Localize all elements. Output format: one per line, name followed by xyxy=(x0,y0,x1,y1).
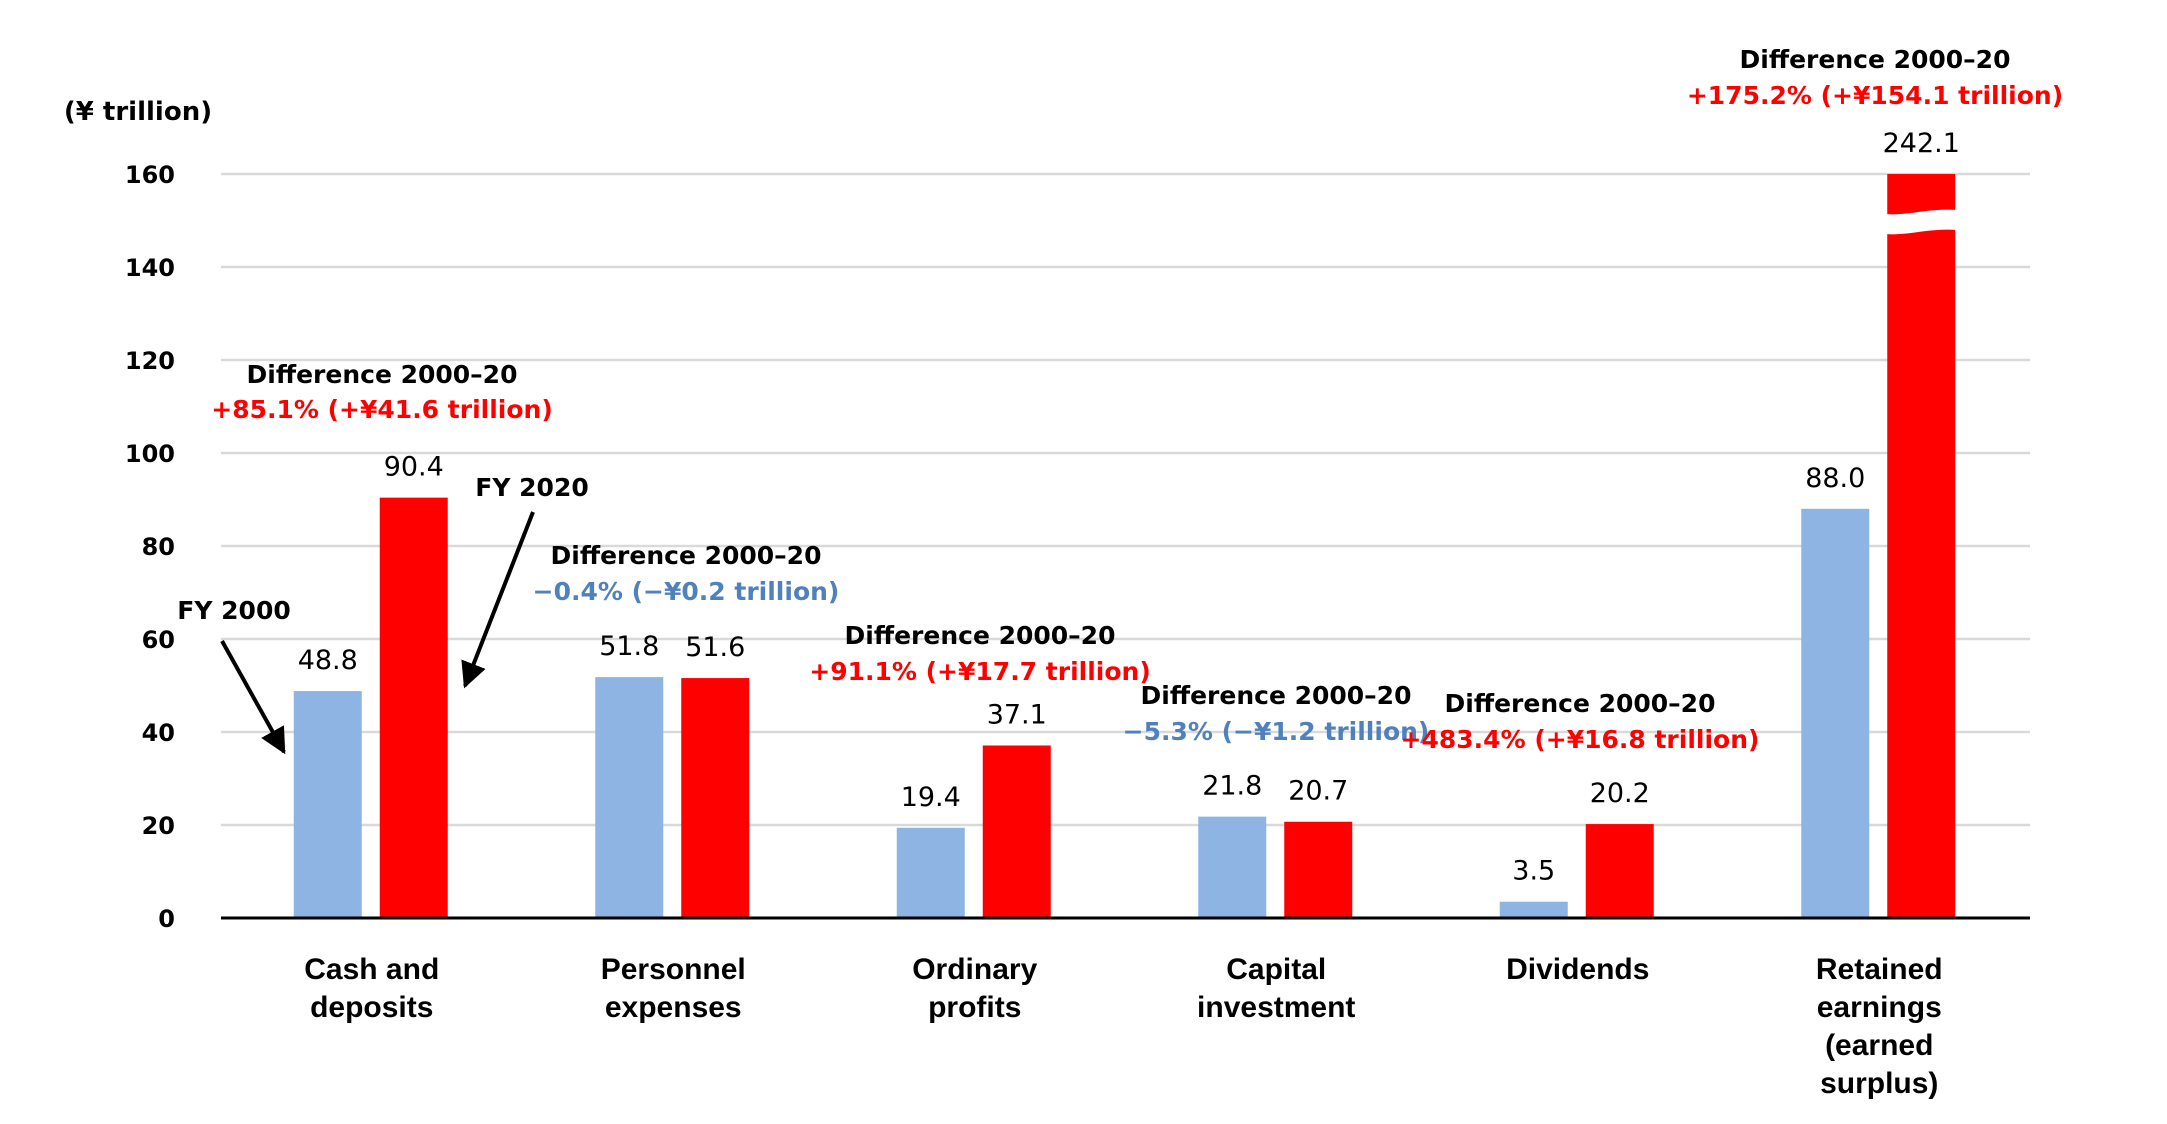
annotation-heading: Difference 2000–20 xyxy=(247,360,518,389)
annotation-difference: −5.3% (−¥1.2 trillion) xyxy=(1123,717,1430,746)
bar-fy2020 xyxy=(379,497,448,918)
annotation-difference: +91.1% (+¥17.7 trillion) xyxy=(809,657,1151,686)
value-label: 242.1 xyxy=(1883,128,1960,159)
value-label: 20.2 xyxy=(1590,778,1650,809)
value-label: 90.4 xyxy=(384,452,444,483)
category-label: Cash and deposits xyxy=(304,953,439,1024)
category-label: Retained earnings (earned surplus) xyxy=(1816,953,1943,1100)
category-label-line: Dividends xyxy=(1506,953,1649,986)
y-tick-label: 160 xyxy=(125,161,175,189)
category-label-line: Retained xyxy=(1816,953,1943,986)
value-label: 20.7 xyxy=(1288,776,1348,807)
bar-fy2000 xyxy=(595,677,664,918)
difference-annotation: Difference 2000–20 +85.1% (+¥41.6 trillio… xyxy=(211,360,553,424)
bars xyxy=(293,174,1956,918)
bar-fy2020 xyxy=(1887,174,1956,918)
y-tick-label: 60 xyxy=(142,626,175,654)
difference-annotation: Difference 2000–20 +483.4% (+¥16.8 trilli… xyxy=(1401,689,1760,754)
category-label-line: earnings xyxy=(1817,991,1942,1024)
annotation-heading: Difference 2000–20 xyxy=(1445,689,1716,718)
value-label: 48.8 xyxy=(298,645,358,676)
y-tick-label: 120 xyxy=(125,347,175,375)
category-label-line: Capital xyxy=(1226,953,1326,986)
y-tick-label: 20 xyxy=(142,812,175,840)
bar-fy2020 xyxy=(1284,821,1353,918)
bar-fy2020 xyxy=(681,678,750,918)
value-label: 51.6 xyxy=(685,632,745,663)
bar-fy2000 xyxy=(896,827,965,918)
category-label-line: investment xyxy=(1197,991,1355,1024)
annotation-difference: +85.1% (+¥41.6 trillion) xyxy=(211,395,553,424)
annotation-heading: Difference 2000–20 xyxy=(845,621,1116,650)
category-labels: Cash and deposits Personnel expenses Ordinar… xyxy=(304,953,1942,1100)
annotation-heading: Difference 2000–20 xyxy=(551,541,822,570)
bar-fy2000 xyxy=(293,691,362,918)
bar-fy2020 xyxy=(982,745,1051,918)
y-tick-label: 140 xyxy=(125,254,175,282)
y-tick-label: 0 xyxy=(158,905,175,933)
callout-fy2000-arrow xyxy=(220,640,286,755)
callout-fy2020-arrow xyxy=(461,511,535,689)
value-label: 51.8 xyxy=(599,631,659,662)
category-label: Personnel expenses xyxy=(601,953,746,1024)
value-label: 37.1 xyxy=(987,699,1047,730)
bar-fy2000 xyxy=(1801,508,1870,918)
axis-break-gap xyxy=(1885,209,1958,235)
category-label-line: Cash and xyxy=(304,953,439,986)
callout-fy2000: FY 2000 xyxy=(177,596,291,755)
value-label: 3.5 xyxy=(1512,856,1555,887)
y-tick-label: 80 xyxy=(142,533,175,561)
category-label-line: (earned xyxy=(1825,1029,1933,1062)
category-label-line: expenses xyxy=(605,991,742,1024)
category-label-line: Ordinary xyxy=(912,953,1037,986)
bar-fy2020 xyxy=(1585,824,1654,918)
gridlines xyxy=(221,172,2030,827)
bar-fy2000 xyxy=(1499,901,1568,918)
y-tick-label: 40 xyxy=(142,719,175,747)
difference-annotation: Difference 2000–20 −5.3% (−¥1.2 trillion) xyxy=(1123,681,1430,746)
value-label: 19.4 xyxy=(901,782,961,813)
annotation-difference: −0.4% (−¥0.2 trillion) xyxy=(533,577,840,606)
value-label: 21.8 xyxy=(1202,771,1262,802)
value-labels: 48.8 51.8 19.4 21.8 3.5 88.0 90.4 51.6 37.1 20.7 2… xyxy=(298,128,1960,887)
difference-annotation: Difference 2000–20 +91.1% (+¥17.7 trillio… xyxy=(809,621,1151,686)
category-label: Ordinary profits xyxy=(912,953,1037,1024)
annotation-difference: +483.4% (+¥16.8 trillion) xyxy=(1401,725,1760,754)
callout-fy2020-label: FY 2020 xyxy=(475,473,588,502)
annotation-heading: Difference 2000–20 xyxy=(1141,681,1412,710)
y-tick-label: 100 xyxy=(125,440,175,468)
callout-fy2020: FY 2020 xyxy=(461,473,589,689)
y-axis-unit-label: (¥ trillion) xyxy=(64,97,212,127)
difference-annotations: Difference 2000–20 +85.1% (+¥41.6 trillio… xyxy=(211,45,2063,754)
y-axis-ticks: 0 20 40 60 80 100 120 140 160 xyxy=(125,161,175,933)
callout-fy2000-label: FY 2000 xyxy=(177,596,290,625)
category-label: Capital investment xyxy=(1197,953,1355,1024)
category-label-line: Personnel xyxy=(601,953,746,986)
category-label: Dividends xyxy=(1506,953,1649,986)
difference-annotation: Difference 2000–20 −0.4% (−¥0.2 trillion) xyxy=(533,541,840,606)
value-label: 88.0 xyxy=(1805,463,1865,494)
annotation-difference: +175.2% (+¥154.1 trillion) xyxy=(1687,81,2063,110)
category-label-line: profits xyxy=(928,991,1021,1024)
difference-annotation: Difference 2000–20 +175.2% (+¥154.1 trill… xyxy=(1687,45,2063,110)
axis-break xyxy=(1885,209,1958,235)
category-label-line: deposits xyxy=(310,991,433,1024)
annotation-heading: Difference 2000–20 xyxy=(1740,45,2011,74)
bar-fy2000 xyxy=(1198,816,1267,918)
category-label-line: surplus) xyxy=(1820,1067,1938,1100)
